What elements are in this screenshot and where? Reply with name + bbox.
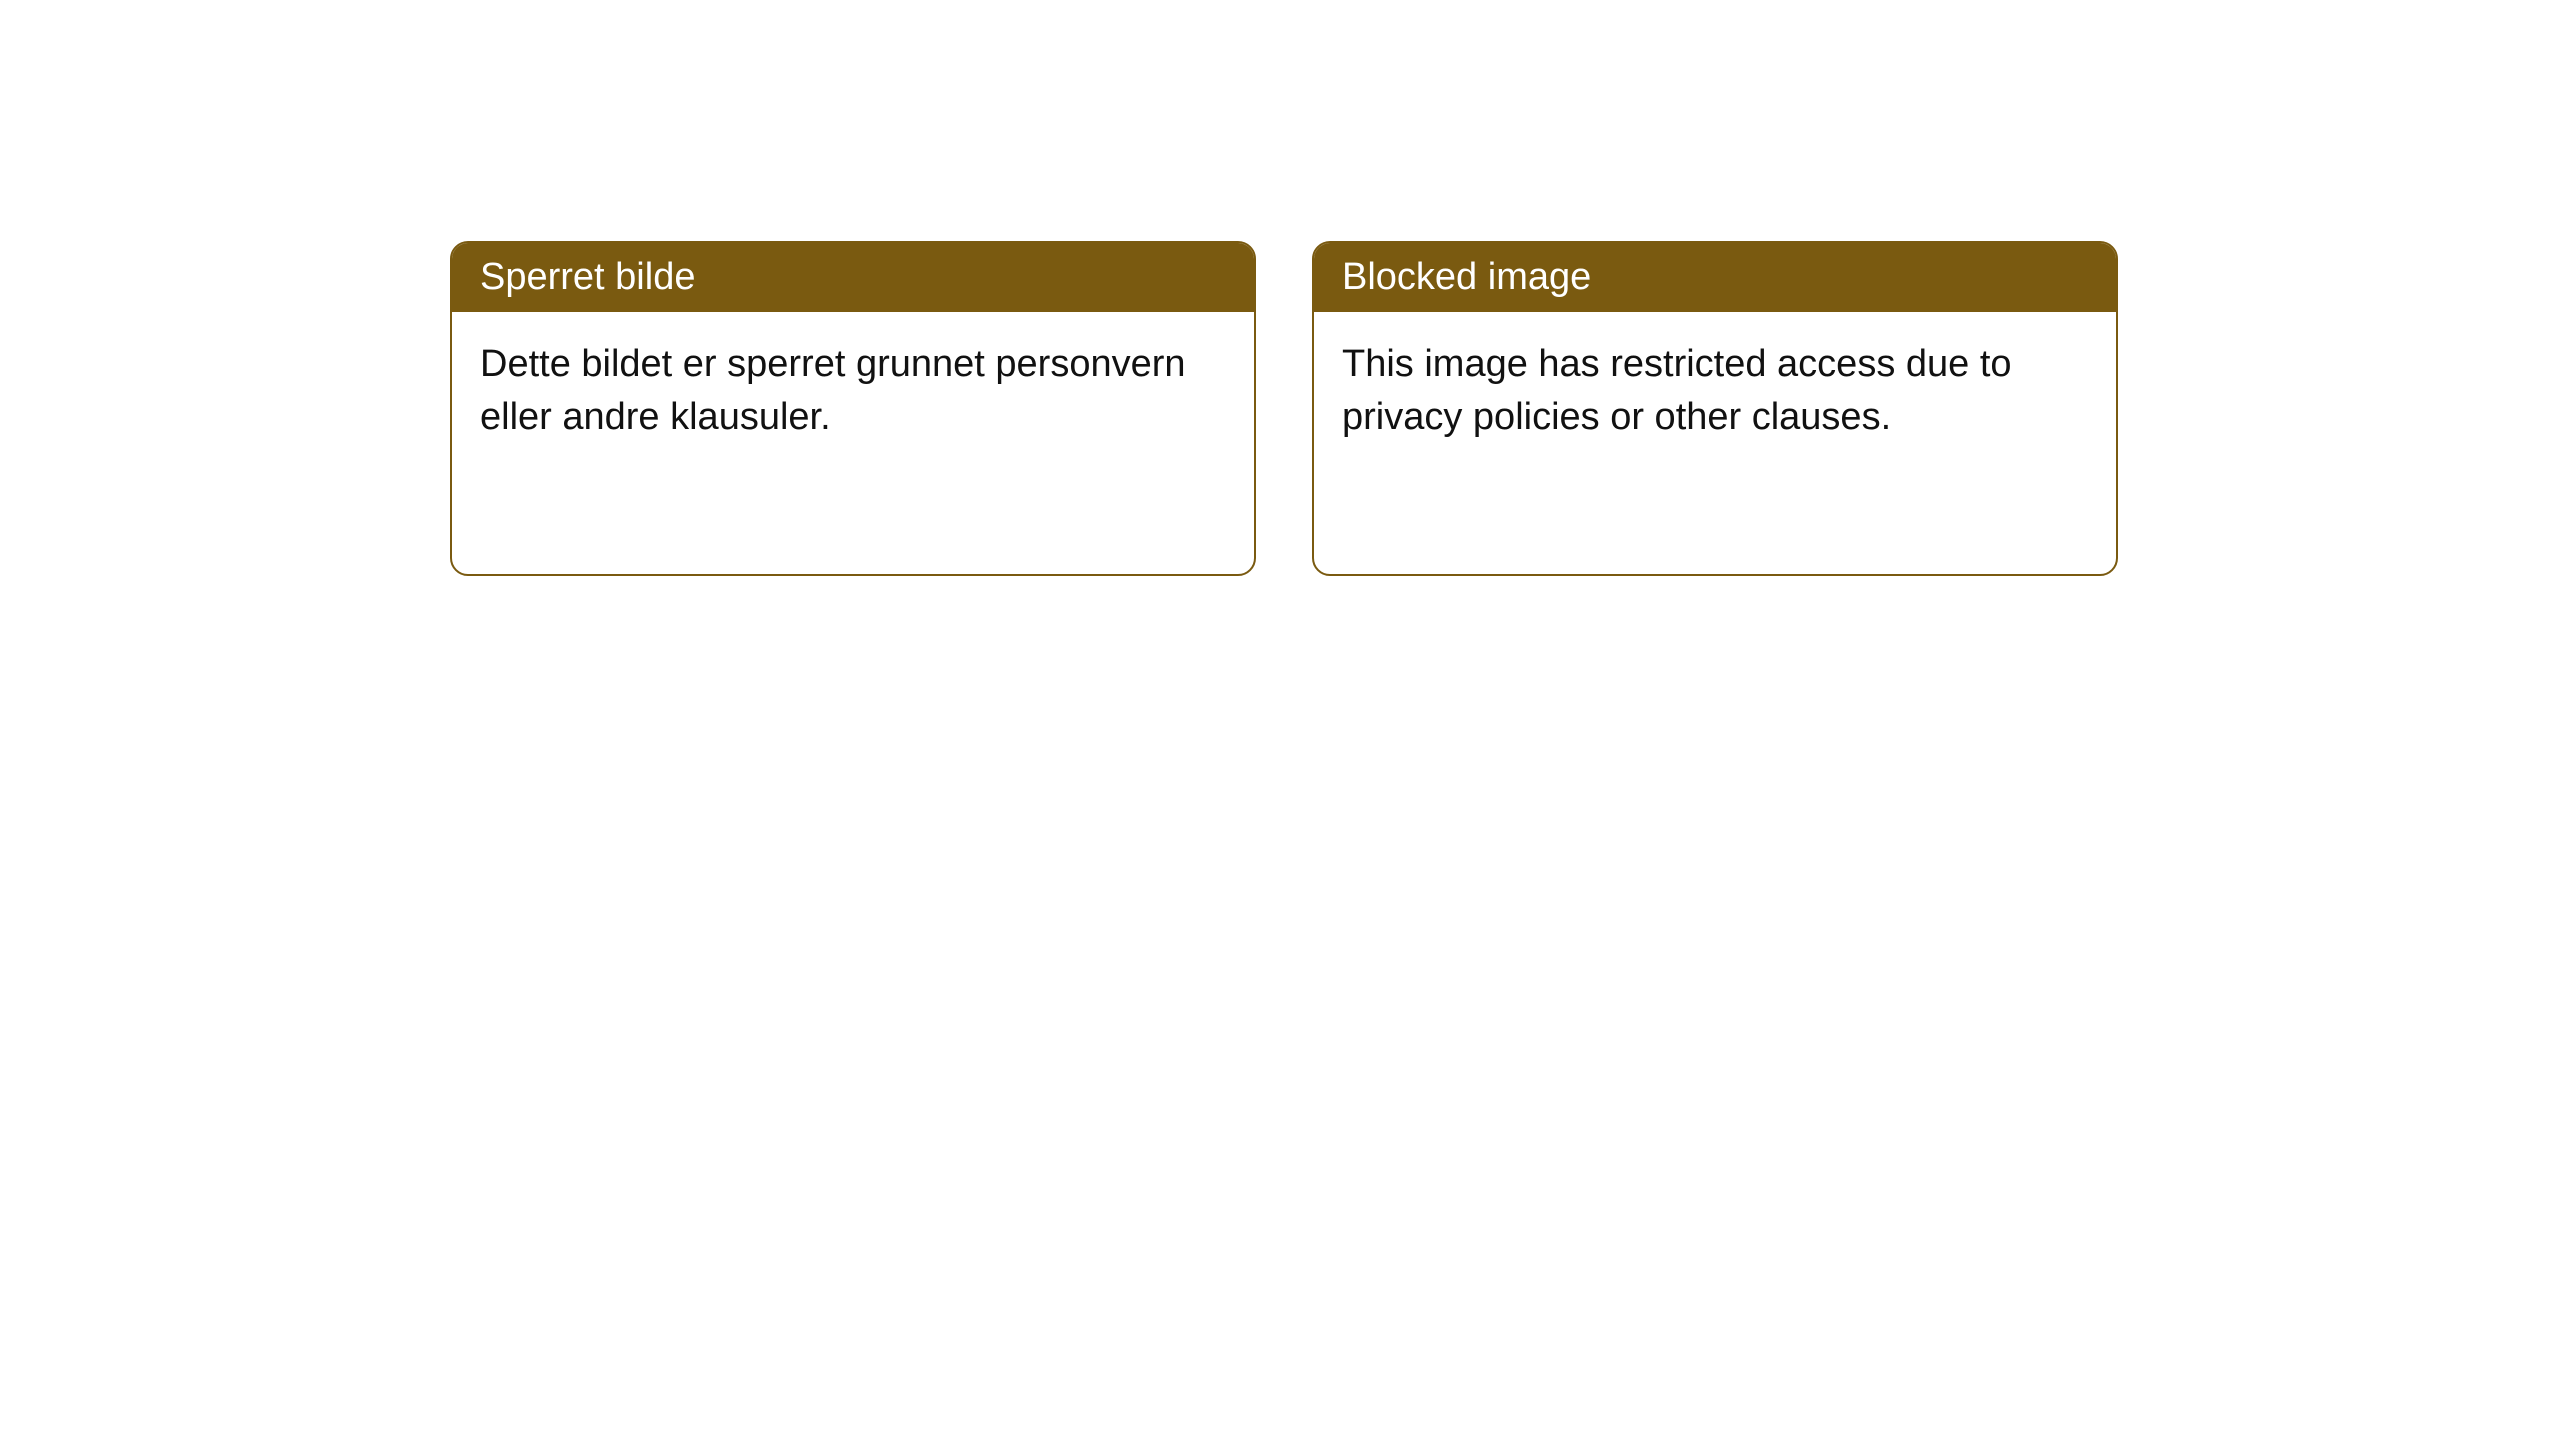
- notice-body-english: This image has restricted access due to …: [1314, 312, 2116, 469]
- notice-title-english: Blocked image: [1314, 243, 2116, 312]
- notice-container: Sperret bilde Dette bildet er sperret gr…: [0, 0, 2560, 576]
- notice-card-norwegian: Sperret bilde Dette bildet er sperret gr…: [450, 241, 1256, 576]
- notice-title-norwegian: Sperret bilde: [452, 243, 1254, 312]
- notice-card-english: Blocked image This image has restricted …: [1312, 241, 2118, 576]
- notice-body-norwegian: Dette bildet er sperret grunnet personve…: [452, 312, 1254, 469]
